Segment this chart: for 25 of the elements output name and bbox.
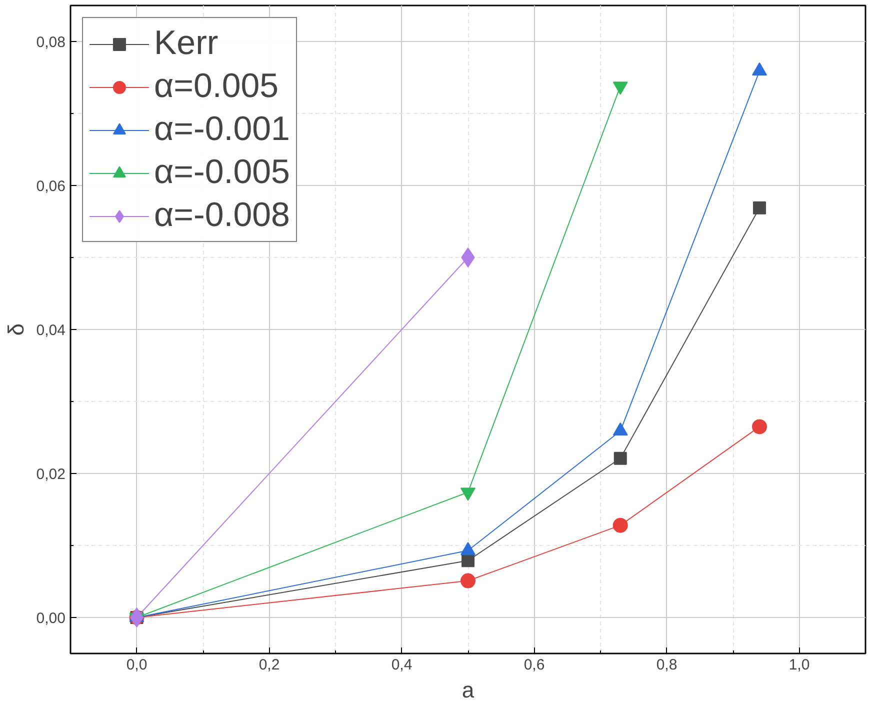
legend-label: α=-0.005: [154, 153, 290, 192]
legend-label: α=0.005: [154, 67, 279, 106]
point: [752, 419, 767, 434]
point: [460, 573, 476, 588]
y-tick-label: 0,08: [36, 34, 66, 51]
x-tick-label: 0,6: [524, 656, 545, 674]
y-tick-label: 0,02: [36, 466, 66, 483]
y-tick-label: 0,04: [36, 322, 66, 339]
y-axis-title: δ: [3, 323, 28, 336]
y-tick-label: 0,06: [36, 178, 66, 195]
x-tick-label: 0,0: [126, 656, 148, 674]
x-tick-label: 1,0: [788, 656, 810, 674]
point: [753, 201, 766, 214]
legend-label: α=-0.008: [154, 196, 290, 235]
point: [614, 452, 627, 465]
y-tick-label: 0,00: [36, 610, 66, 627]
point: [130, 608, 144, 628]
x-tick-label: 0,8: [656, 656, 678, 674]
legend-label: α=-0.001: [154, 110, 290, 149]
x-tick-label: 0,2: [258, 656, 280, 674]
x-tick-label: 0,4: [391, 656, 412, 674]
legend-label: Kerr: [154, 24, 218, 63]
point: [612, 518, 628, 533]
x-axis-title: a: [462, 678, 475, 702]
point: [462, 554, 474, 568]
